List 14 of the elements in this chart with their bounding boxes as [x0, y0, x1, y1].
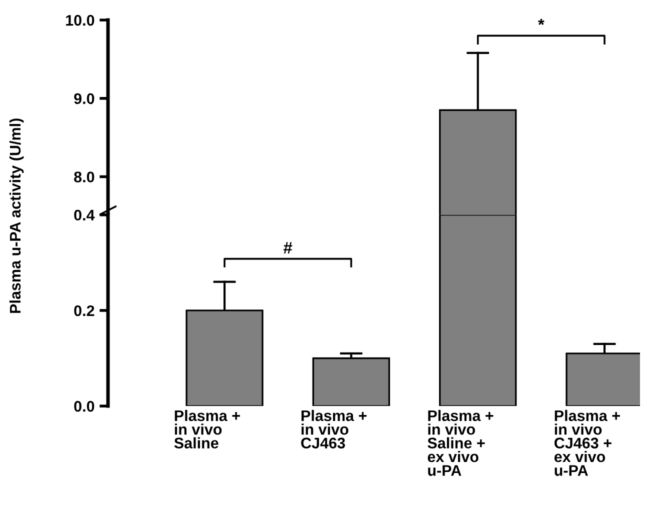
x-tick-label: Plasma + in vivo CJ463 + ex vivo u-PA: [554, 410, 620, 476]
y-tick-label: 8.0: [74, 172, 94, 182]
x-tick-label: Plasma + in vivo Saline + ex vivo u-PA: [428, 410, 494, 476]
annotation: *: [538, 18, 544, 26]
annotation: #: [284, 242, 292, 254]
x-tick-label: Plasma + in vivo CJ463: [301, 410, 367, 449]
x-tick-label: Plasma + in vivo Saline: [174, 410, 240, 448]
y-tick-label: 0.0: [74, 400, 94, 412]
y-tick-label: 0.4: [74, 210, 95, 221]
y-tick-label: 0.2: [74, 305, 94, 316]
y-tick-label: 9.0: [74, 93, 94, 104]
y-axis-title: Plasma u-PA activity (U/ml): [9, 118, 24, 313]
bar: [312, 357, 390, 406]
y-tick-label: 10.0: [66, 14, 94, 26]
